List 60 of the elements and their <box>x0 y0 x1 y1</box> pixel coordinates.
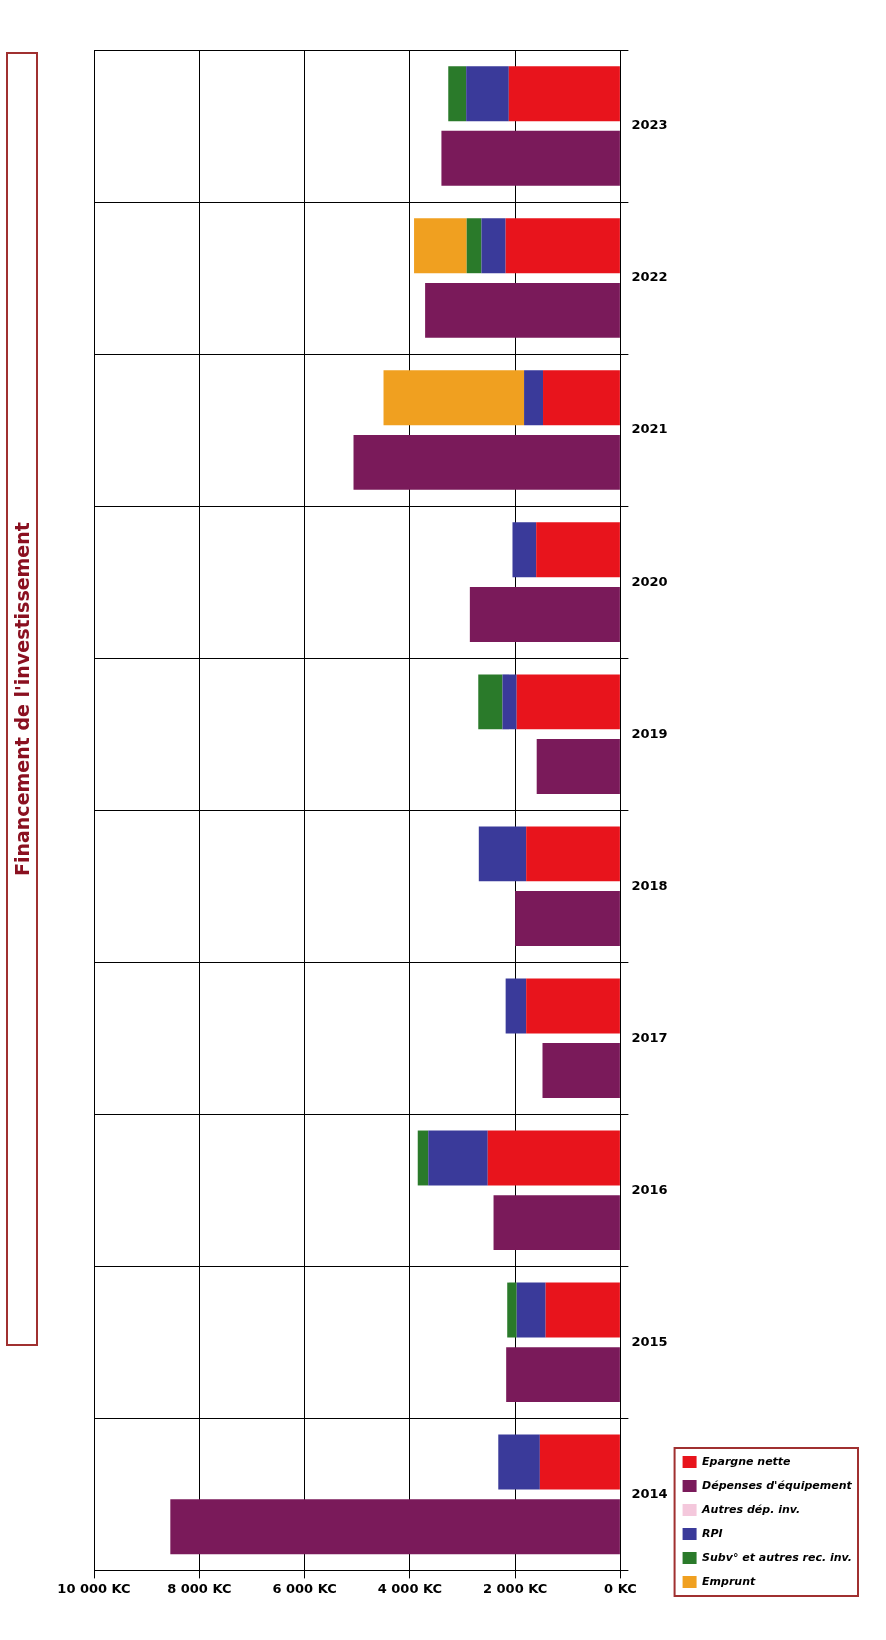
bar <box>417 1130 429 1186</box>
bar <box>441 130 620 186</box>
y-tick-label: 2020 <box>631 573 668 589</box>
y-tick-label: 2016 <box>631 1181 668 1197</box>
bar <box>469 586 620 642</box>
x-tick-label: 10 000 KC <box>57 1580 131 1596</box>
legend-label: Dépenses d'équipement <box>702 1478 853 1492</box>
bar <box>526 826 620 882</box>
text: Financement de l'investissement <box>6 52 38 1346</box>
bar <box>487 1130 620 1186</box>
bar <box>512 522 537 578</box>
bar <box>170 1499 620 1555</box>
y-tick-label: 2018 <box>631 877 668 893</box>
bar <box>466 218 482 274</box>
bar <box>516 674 620 730</box>
bar <box>502 674 517 730</box>
x-tick-label: 6 000 KC <box>272 1580 337 1596</box>
bar <box>466 66 509 122</box>
bar <box>425 282 620 338</box>
y-tick-label: 2015 <box>631 1333 668 1349</box>
y-tick-label: 2022 <box>631 269 668 285</box>
bar <box>505 978 527 1034</box>
bar <box>524 370 544 426</box>
y-tick-label: 2014 <box>631 1485 668 1501</box>
bar <box>478 826 527 882</box>
bar <box>526 978 620 1034</box>
y-tick-label: 2023 <box>631 117 668 133</box>
bar <box>414 218 467 274</box>
bar <box>507 1282 517 1338</box>
x-tick-label: 4 000 KC <box>377 1580 442 1596</box>
bar <box>428 1130 488 1186</box>
legend-label: Autres dép. inv. <box>701 1502 801 1516</box>
y-tick-label: 2017 <box>631 1029 668 1045</box>
bar <box>478 674 503 730</box>
bar <box>493 1195 620 1251</box>
x-tick-label: 0 KC <box>604 1580 637 1596</box>
bar <box>543 370 620 426</box>
bar <box>515 891 620 946</box>
legend-label: Subv° et autres rec. inv. <box>702 1550 852 1564</box>
x-tick-label: 8 000 KC <box>167 1580 232 1596</box>
y-tick-label: 2019 <box>631 725 668 741</box>
bar <box>498 1434 540 1490</box>
legend-label: Epargne nette <box>702 1454 792 1468</box>
bar <box>539 1434 620 1490</box>
bar <box>545 1282 620 1338</box>
bar <box>505 218 620 274</box>
legend-label: Emprunt <box>702 1574 757 1588</box>
bar <box>481 218 506 274</box>
legend-label: RPI <box>702 1526 723 1540</box>
bar <box>516 1282 546 1338</box>
bar <box>506 1347 620 1403</box>
bar <box>536 739 620 794</box>
bar <box>383 370 525 426</box>
x-tick-label: 2 000 KC <box>482 1580 548 1596</box>
y-tick-label: 2021 <box>631 421 668 437</box>
bar <box>508 66 620 122</box>
bar <box>542 1043 620 1099</box>
bar <box>353 434 620 490</box>
bar <box>536 522 620 578</box>
bar <box>448 66 467 122</box>
